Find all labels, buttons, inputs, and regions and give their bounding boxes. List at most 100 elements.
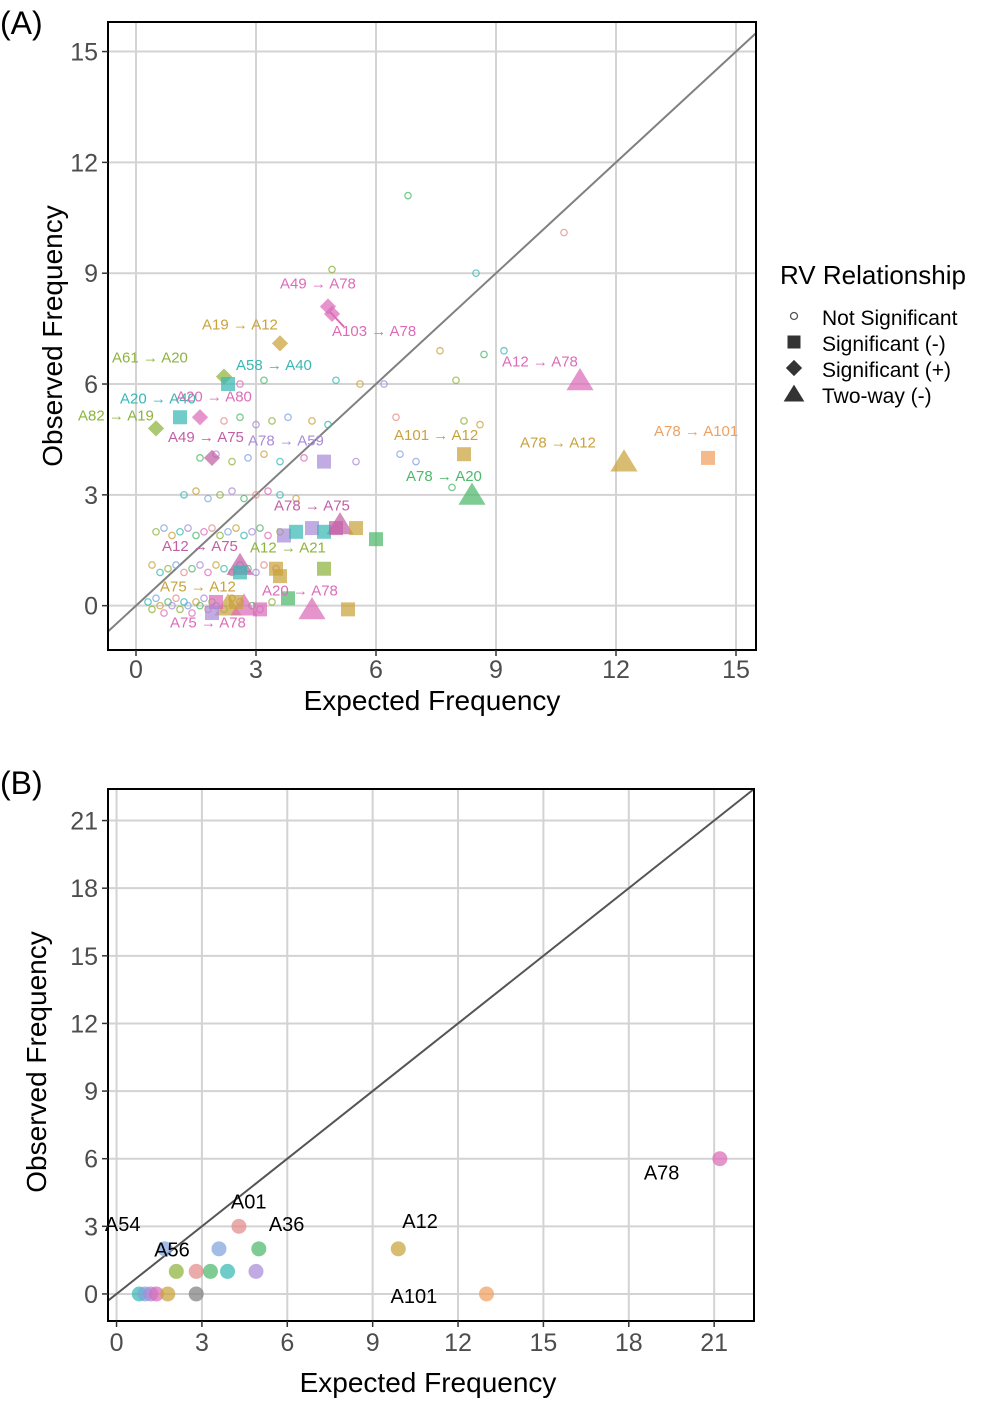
nonsignificant-point [196,561,204,569]
panel-b-points [131,1151,728,1302]
nonsignificant-point [240,494,248,503]
nonsignificant-point [156,601,164,610]
nonsignificant-point [176,527,184,536]
y-tick-label: 18 [70,875,98,903]
x-tick-label: 0 [110,1329,124,1357]
nonsignificant-point [264,487,272,496]
square-point [349,521,363,536]
point-label: A75 → A78 [170,615,246,632]
panel-a-x-ticks: 0 3 6 9 12 15 [129,650,750,684]
point-label: A19 → A12 [202,316,278,333]
square-point [229,594,243,609]
point [168,1263,184,1279]
y-tick-label: 3 [84,482,98,510]
identity-line [107,32,757,633]
nonsignificant-point [352,457,360,466]
point [231,1218,247,1234]
y-tick-label: 6 [84,371,98,399]
nonsignificant-point [148,605,156,614]
point [202,1263,218,1279]
nonsignificant-point [480,350,488,359]
nonsignificant-point [168,531,176,540]
point-label: A12 → A75 [162,538,238,555]
nonsignificant-point [264,531,272,540]
nonsignificant-point [256,524,264,532]
square-point [317,524,331,539]
nonsignificant-point [236,413,244,422]
nonsignificant-point [208,524,216,532]
nonsignificant-point [292,494,300,503]
x-tick-label: 21 [700,1329,728,1357]
panel-b-frame [107,788,755,1322]
nonsignificant-point [412,457,420,466]
x-tick-label: 15 [530,1329,558,1357]
nonsignificant-point [232,524,240,532]
x-tick-label: 18 [615,1329,643,1357]
nonsignificant-point [244,454,252,462]
nonsignificant-point [156,568,164,577]
nonsignificant-point [396,450,404,459]
y-tick-label: 0 [84,593,98,621]
nonsignificant-point [276,490,284,499]
legend-key-triangle [783,384,805,402]
triangle-point [566,368,594,391]
nonsignificant-point [560,228,568,237]
nonsignificant-point [284,413,292,422]
point-label: A61 → A20 [112,350,188,367]
panel-b-y-ticks: 0 3 6 9 12 15 18 21 [70,808,108,1309]
nonsignificant-point [220,417,228,425]
nonsignificant-point [228,487,236,496]
x-tick-label: 12 [602,656,630,684]
diamond-point [271,335,289,352]
nonsignificant-point [204,494,212,503]
point-label: A78 [644,1163,680,1185]
point-label: A12 [402,1211,438,1233]
identity-line [107,788,755,1302]
point-label: A78 → A59 [248,433,324,450]
nonsignificant-point [216,490,224,499]
point-label: A82 → A19 [78,407,154,424]
square-point [341,602,355,617]
nonsignificant-point [332,376,340,385]
panel-b-y-axis-title: Observed Frequency [21,931,52,1192]
nonsignificant-point [192,531,200,540]
x-tick-label: 15 [722,656,750,684]
nonsignificant-point [300,454,308,462]
nonsignificant-point [152,527,160,536]
nonsignificant-point [168,601,176,610]
y-tick-label: 9 [84,260,98,288]
nonsignificant-point [220,564,228,573]
y-tick-label: 6 [84,1146,98,1174]
nonsignificant-point [144,598,152,606]
nonsignificant-point [472,269,480,278]
nonsignificant-point [328,265,336,274]
legend-key-diamond [785,359,803,377]
point [478,1286,494,1302]
nonsignificant-point [152,594,160,603]
panel-b-grid [108,789,754,1321]
nonsignificant-point [188,609,196,617]
point-label: A20 → A40 [120,390,196,407]
point-label: A01 [231,1191,267,1213]
nonsignificant-point [252,568,260,577]
legend-label: Significant (+) [822,359,951,382]
y-tick-label: 12 [70,1010,98,1038]
nonsignificant-point [172,561,180,569]
point [251,1241,267,1257]
panel-a-point-labels: A49 → A78 A103 → A78 A19 → A12 A61 → A20 A58… [78,275,738,631]
legend-label: Significant (-) [822,333,946,356]
y-tick-label: 15 [70,39,98,67]
panel-a-significant-points [147,298,715,621]
point-label: A49 → A75 [168,429,244,446]
nonsignificant-point [380,380,388,388]
y-tick-label: 15 [70,943,98,971]
square-point [329,521,343,536]
panel-b-plot-area [108,789,754,1321]
point-label: A101 → A12 [394,427,478,444]
x-tick-label: 6 [369,656,383,684]
point [712,1151,728,1167]
panel-b-x-axis-title: Expected Frequency [300,1367,557,1398]
